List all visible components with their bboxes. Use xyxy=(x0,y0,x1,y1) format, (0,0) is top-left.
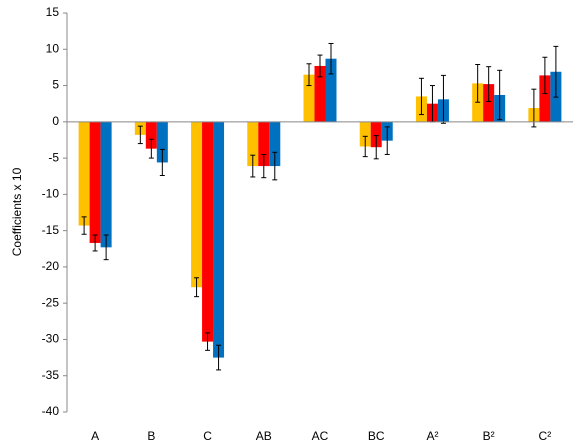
x-tick-label: C xyxy=(203,429,212,443)
bar xyxy=(303,74,315,122)
bar xyxy=(359,121,371,147)
error-bar xyxy=(250,154,256,178)
error-bar xyxy=(92,234,98,252)
y-axis-label: Coefficients x 10 xyxy=(10,167,24,256)
bar xyxy=(78,121,90,226)
bar xyxy=(539,75,551,122)
bar xyxy=(269,121,281,167)
y-tick-label: -30 xyxy=(42,332,60,346)
y-tick-label: -40 xyxy=(42,404,60,418)
bar xyxy=(325,58,337,122)
y-tick-label: 5 xyxy=(52,78,59,92)
error-bar xyxy=(137,125,143,145)
y-tick-label: -20 xyxy=(42,259,60,273)
error-bar xyxy=(542,56,548,95)
error-bar xyxy=(362,135,368,158)
error-bar xyxy=(194,277,200,298)
bar xyxy=(213,121,225,358)
y-tick-label: -5 xyxy=(48,150,59,164)
error-bar xyxy=(475,64,481,103)
y-tick-label: 0 xyxy=(52,114,59,128)
error-bar xyxy=(373,135,379,160)
error-bar xyxy=(216,344,222,371)
error-bar xyxy=(531,88,537,128)
bar xyxy=(191,121,203,288)
x-tick-label: A xyxy=(91,429,99,443)
error-bar xyxy=(328,42,334,75)
error-bar xyxy=(440,74,446,124)
error-bar xyxy=(205,332,211,351)
x-tick-label: BC xyxy=(368,429,385,443)
bar xyxy=(202,121,214,342)
bar xyxy=(247,121,259,167)
error-bar xyxy=(418,77,424,116)
error-bar xyxy=(261,153,267,179)
bar xyxy=(156,121,168,163)
error-bar xyxy=(384,126,390,155)
y-tick-label: 10 xyxy=(46,41,60,55)
bar xyxy=(370,121,382,148)
x-tick-label: B xyxy=(147,429,155,443)
x-tick-label: A² xyxy=(426,429,438,443)
error-bar xyxy=(486,66,492,103)
bar xyxy=(314,65,326,122)
error-bar xyxy=(103,234,109,261)
x-tick-label: AC xyxy=(312,429,329,443)
error-bar xyxy=(272,151,278,181)
y-tick-label: -25 xyxy=(42,295,60,309)
y-tick-label: 15 xyxy=(46,5,60,19)
error-bar xyxy=(317,54,323,78)
bar xyxy=(483,84,495,122)
error-bar xyxy=(81,216,87,235)
bar xyxy=(258,121,270,167)
error-bar xyxy=(148,138,154,159)
y-tick-label: -15 xyxy=(42,223,60,237)
error-bar xyxy=(306,63,312,87)
error-bar xyxy=(159,148,165,177)
bar xyxy=(145,121,157,149)
error-bar xyxy=(497,69,503,121)
y-tick-label: -10 xyxy=(42,187,60,201)
y-tick-label: -35 xyxy=(42,368,60,382)
x-tick-label: AB xyxy=(256,429,272,443)
error-bar xyxy=(553,45,559,98)
x-tick-label: B² xyxy=(483,429,495,443)
x-tick-label: C² xyxy=(539,429,552,443)
bar xyxy=(100,121,112,248)
bar xyxy=(89,121,101,243)
